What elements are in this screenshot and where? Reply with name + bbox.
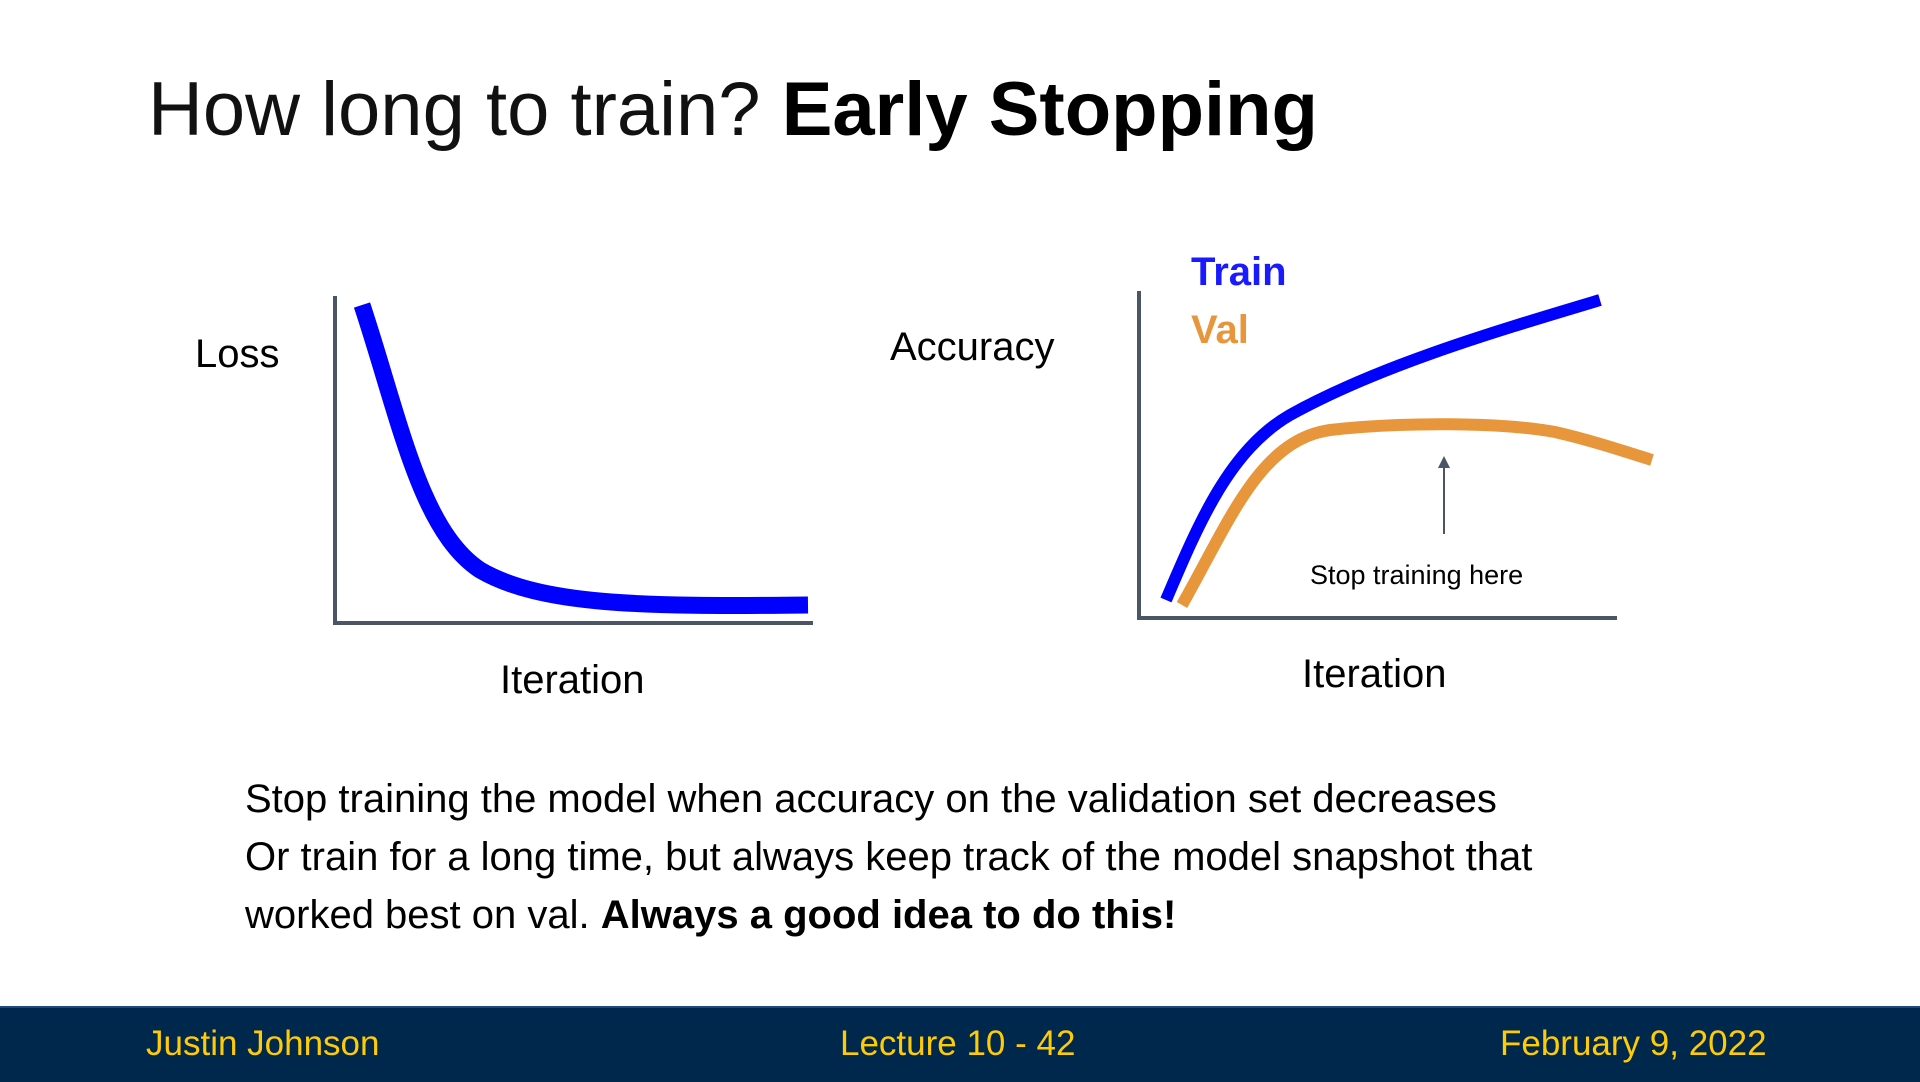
slide-title-bold: Early Stopping — [781, 67, 1318, 152]
stop-training-annotation: Stop training here — [1310, 560, 1524, 590]
footer-author: Justin Johnson — [146, 1024, 380, 1063]
train-accuracy-curve — [1160, 294, 1602, 603]
footer-bar: Justin Johnson Lecture 10 - 42 February … — [0, 1006, 1920, 1082]
accuracy-plot-axes — [1137, 291, 1617, 620]
body-line-1: Stop training the model when accuracy on… — [245, 777, 1497, 821]
accuracy-xlabel: Iteration — [1302, 652, 1447, 696]
body-line-3-plain: worked best on val. — [245, 893, 590, 937]
legend-val: Val — [1191, 308, 1249, 352]
loss-plot-axes — [333, 296, 813, 625]
body-line-3: worked best on val. Always a good idea t… — [245, 886, 1532, 944]
body-line-3-bold: Always a good idea to do this! — [600, 893, 1177, 937]
slide-title: How long to train? Early Stopping — [148, 62, 1318, 158]
body-text: Stop training the model when accuracy on… — [245, 770, 1532, 944]
stop-arrow — [1438, 456, 1450, 534]
footer-lecture: Lecture 10 - 42 — [840, 1024, 1076, 1063]
val-accuracy-curve — [1176, 418, 1654, 608]
slide-title-main: How long to train? — [148, 67, 761, 152]
loss-ylabel: Loss — [195, 332, 280, 376]
body-line-2: Or train for a long time, but always kee… — [245, 835, 1533, 879]
accuracy-ylabel: Accuracy — [890, 325, 1055, 369]
legend-train: Train — [1191, 250, 1287, 294]
footer-date: February 9, 2022 — [1500, 1024, 1767, 1063]
loss-curve — [353, 302, 809, 615]
loss-xlabel: Iteration — [500, 658, 645, 702]
